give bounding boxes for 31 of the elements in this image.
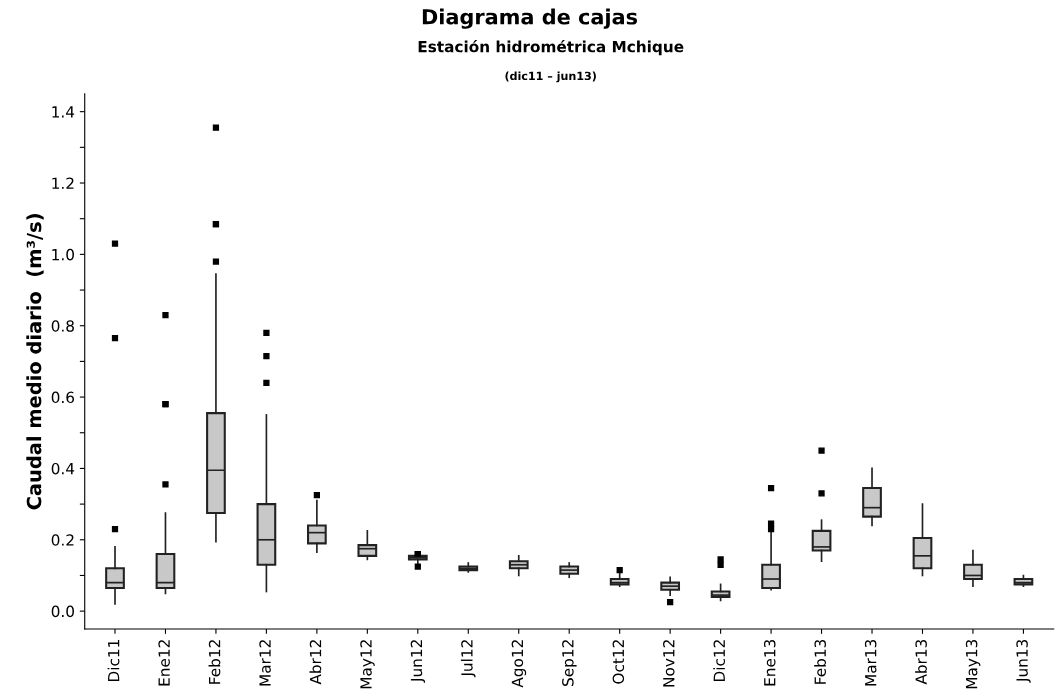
text: (dic11 – jun13): [505, 71, 596, 83]
x-tick-label: Jun12: [410, 640, 426, 683]
x-tick-label: Abr12: [309, 640, 322, 685]
text: 0.0: [51, 605, 74, 618]
x-tick-label: May12: [360, 640, 375, 689]
x-tick-label: Oct12: [612, 640, 625, 684]
x-tick-label: Ene12: [158, 640, 170, 686]
y-tick-label: 0.6: [51, 391, 75, 404]
chart-title: Diagrama de cajas: [422, 8, 638, 29]
y-tick-label: 0.2: [51, 534, 74, 546]
x-tick-label: Dic11: [107, 640, 120, 682]
x-tick-label: Dic12: [713, 640, 726, 682]
x-tick-label: Feb13: [814, 639, 826, 684]
x-tick-label: Feb12: [208, 640, 221, 684]
x-tick-label: Jul12: [460, 640, 476, 678]
y-tick-label: 1.4: [52, 106, 75, 118]
x-tick-label: Abr13: [915, 639, 927, 685]
x-tick-label: Mar12: [259, 640, 271, 686]
y-tick-label: 0.4: [51, 462, 75, 475]
text: 1.0: [52, 248, 74, 261]
x-tick-label: Sep12: [562, 640, 577, 686]
y-tick-label: 1.2: [52, 177, 74, 189]
x-tick-label: Mar13: [864, 639, 877, 686]
x-tick-label: Ago12: [511, 640, 527, 688]
chart-subtitle: Estación hidrométrica Mchique: [418, 39, 684, 56]
y-axis-title: Caudal medio diario (m³/s): [26, 214, 44, 510]
x-tick-label: Nov12: [663, 640, 675, 687]
x-tick-label: Jun13: [1016, 639, 1031, 683]
x-tick-label: May13: [965, 639, 981, 689]
y-tick-label: 0.8: [51, 320, 74, 332]
x-tick-label: Ene13: [763, 639, 776, 686]
